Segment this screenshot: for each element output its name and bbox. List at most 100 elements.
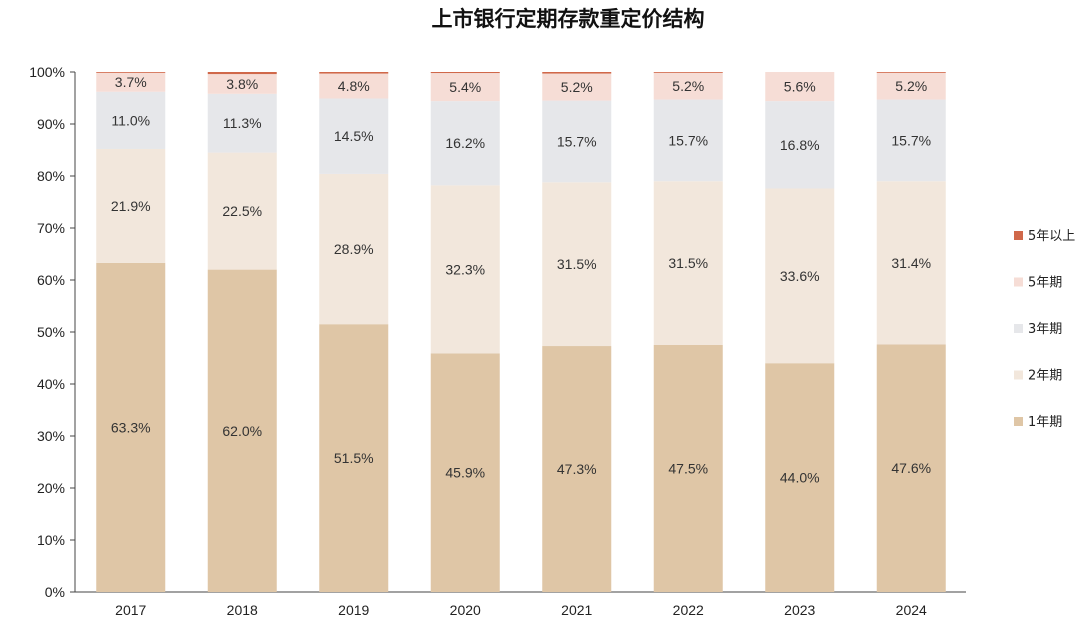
bar-segment-5年以上-2024 [876, 72, 946, 73]
y-tick-label: 90% [37, 116, 65, 132]
data-label: 3.8% [226, 76, 258, 92]
legend-label: 1年期 [1028, 415, 1062, 430]
data-label: 62.0% [222, 423, 262, 439]
legend-swatch [1014, 231, 1023, 240]
bar-segment-5年以上-2022 [653, 72, 723, 73]
data-label: 44.0% [780, 470, 820, 486]
x-tick-label: 2021 [561, 602, 592, 618]
legend-swatch [1014, 370, 1023, 380]
data-label: 33.6% [780, 268, 820, 284]
chart-title: 上市银行定期存款重定价结构 [432, 7, 705, 31]
bar-segment-1年期-2024 [876, 344, 946, 592]
data-label: 15.7% [668, 132, 708, 148]
data-label: 3.7% [115, 74, 147, 90]
x-tick-label: 2024 [896, 602, 927, 618]
bar-segment-5年以上-2019 [319, 72, 389, 74]
data-label: 31.5% [668, 255, 708, 271]
bar-segment-1年期-2018 [207, 269, 277, 592]
y-tick-label: 80% [37, 168, 65, 184]
bar-segment-3年期-2020 [430, 101, 500, 186]
data-label: 51.5% [334, 450, 374, 466]
legend-swatch [1014, 324, 1023, 333]
data-label: 63.3% [111, 419, 151, 435]
bar-segment-5年期-2018 [207, 74, 277, 94]
bar-segment-1年期-2022 [653, 345, 723, 592]
bar-segment-3年期-2018 [207, 93, 277, 153]
bar-segment-2年期-2018 [207, 152, 277, 270]
bar-segment-3年期-2024 [876, 99, 946, 182]
data-label: 11.0% [111, 112, 150, 128]
bar-segment-5年期-2020 [430, 73, 500, 102]
bar-segment-1年期-2019 [319, 324, 389, 592]
legend-swatch [1014, 277, 1023, 287]
y-tick-label: 40% [37, 376, 65, 392]
data-label: 21.9% [111, 198, 151, 214]
data-label: 16.8% [780, 137, 820, 153]
data-label: 11.3% [223, 115, 262, 131]
data-label: 4.8% [338, 78, 370, 94]
bar-segment-5年以上-2020 [430, 72, 500, 74]
legend-label: 2年期 [1028, 369, 1062, 384]
bar-segment-3年期-2021 [542, 100, 612, 183]
legend-label: 3年期 [1028, 322, 1062, 337]
data-label: 5.2% [672, 78, 704, 94]
data-label: 47.5% [668, 461, 708, 477]
data-label: 5.2% [561, 79, 593, 95]
bar-segment-1年期-2017 [96, 262, 166, 592]
bar-segment-5年以上-2021 [542, 72, 612, 74]
data-label: 32.3% [445, 261, 485, 277]
bar-segment-2年期-2023 [765, 188, 835, 364]
bar-segment-2年期-2021 [542, 182, 612, 347]
y-tick-label: 30% [37, 428, 65, 444]
y-tick-label: 10% [37, 532, 65, 548]
bar-segment-5年期-2021 [542, 73, 612, 101]
data-label: 5.6% [784, 79, 816, 95]
data-label: 5.2% [895, 78, 927, 94]
bar-segment-3年期-2017 [96, 91, 166, 149]
x-tick-label: 2023 [784, 602, 815, 618]
bar-segment-5年期-2024 [876, 72, 946, 100]
data-label: 15.7% [557, 133, 597, 149]
data-label: 5.4% [449, 79, 481, 95]
x-tick-label: 2020 [450, 602, 481, 618]
bar-segment-5年期-2019 [319, 73, 389, 99]
y-tick-label: 60% [37, 272, 65, 288]
data-label: 47.6% [891, 460, 931, 476]
x-tick-label: 2019 [338, 602, 369, 618]
bar-segment-1年期-2021 [542, 346, 612, 592]
data-label: 14.5% [334, 128, 374, 144]
legend-label: 5年期 [1028, 276, 1062, 291]
bar-segment-2年期-2019 [319, 173, 389, 325]
bar-segment-3年期-2022 [653, 99, 723, 182]
data-label: 28.9% [334, 241, 374, 257]
bar-segment-2年期-2024 [876, 181, 946, 345]
bar-segment-5年以上-2018 [207, 72, 277, 75]
y-tick-label: 20% [37, 480, 65, 496]
legend-swatch [1014, 417, 1023, 426]
data-label: 31.5% [557, 256, 597, 272]
bar-segment-3年期-2019 [319, 98, 389, 174]
bar-segment-2年期-2020 [430, 185, 500, 354]
legend-label: 5年以上 [1028, 229, 1075, 244]
y-tick-label: 100% [29, 64, 65, 80]
x-tick-label: 2017 [115, 602, 146, 618]
bar-segment-3年期-2023 [765, 101, 835, 189]
data-label: 22.5% [222, 203, 262, 219]
x-tick-label: 2018 [227, 602, 258, 618]
bar-segment-5年期-2017 [96, 72, 166, 92]
bar-segment-1年期-2023 [765, 363, 835, 592]
bar-segment-5年期-2023 [765, 72, 835, 102]
data-label: 15.7% [891, 132, 931, 148]
data-label: 45.9% [445, 465, 485, 481]
x-tick-label: 2022 [673, 602, 704, 618]
data-label: 16.2% [445, 135, 485, 151]
bar-segment-5年以上-2017 [96, 72, 166, 73]
data-label: 47.3% [557, 461, 597, 477]
y-tick-label: 50% [37, 324, 65, 340]
bar-segment-2年期-2022 [653, 181, 723, 345]
bar-segment-1年期-2020 [430, 353, 500, 592]
bar-segment-2年期-2017 [96, 148, 166, 263]
y-tick-label: 0% [45, 584, 65, 600]
bar-segment-5年期-2022 [653, 72, 723, 100]
